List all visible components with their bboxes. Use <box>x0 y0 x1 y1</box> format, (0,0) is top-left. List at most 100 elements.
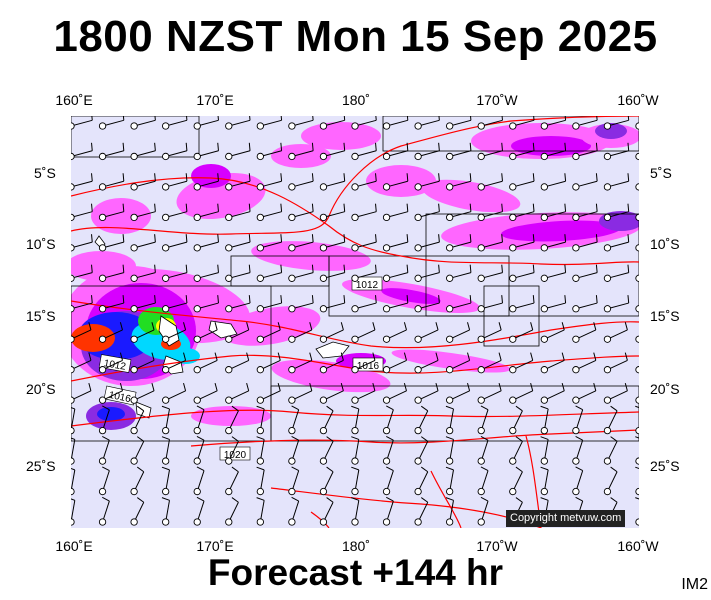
wind-barb <box>414 295 440 313</box>
wind-barb <box>193 295 219 313</box>
wind-barb <box>225 405 239 435</box>
wind-barb <box>256 234 283 252</box>
wind-barb <box>319 264 346 282</box>
wind-barb <box>351 436 360 465</box>
wind-barb <box>446 264 472 282</box>
wind-barb <box>540 234 567 252</box>
wind-barb <box>540 383 565 404</box>
wind-barb <box>319 142 346 161</box>
wind-barb <box>225 466 239 496</box>
lon-label-bottom-170w: 170˚W <box>476 538 518 554</box>
wind-barb <box>477 295 503 313</box>
wind-barb <box>414 142 440 161</box>
lat-label-right-10s: 10˚S <box>650 236 680 252</box>
isobar <box>190 429 639 447</box>
wind-barb <box>288 142 314 161</box>
wind-barb <box>603 203 630 222</box>
wind-barb <box>509 173 535 191</box>
rain-cell <box>501 220 621 242</box>
wind-barb <box>162 383 187 404</box>
image-code: IM2 <box>681 576 708 593</box>
wind-barb <box>130 352 155 374</box>
wind-barb <box>319 436 334 465</box>
wind-barb <box>414 466 429 496</box>
wind-barb <box>445 436 454 465</box>
wind-barb <box>288 466 300 496</box>
wind-barbs <box>71 116 639 526</box>
wind-barb <box>509 295 535 313</box>
wind-barb <box>382 295 409 313</box>
wind-barb <box>71 467 76 496</box>
wind-barb <box>572 466 584 496</box>
wind-barb <box>414 405 429 435</box>
wind-barb <box>635 466 639 496</box>
wind-barb <box>98 234 125 252</box>
lat-label-left-10s: 10˚S <box>26 236 56 252</box>
wind-barb <box>509 142 535 161</box>
wind-barb <box>225 116 251 130</box>
grid-box <box>71 285 272 442</box>
wind-barb <box>351 116 377 130</box>
wind-barb <box>319 322 344 343</box>
wind-barb <box>540 116 567 130</box>
wind-barb <box>572 295 598 313</box>
grid-box <box>230 255 330 287</box>
wind-barb <box>256 352 281 374</box>
wind-barb <box>477 264 503 282</box>
wind-barb <box>162 203 188 222</box>
wind-barb <box>288 173 314 191</box>
wind-barb <box>540 466 549 496</box>
wind-barb <box>382 435 394 465</box>
wind-barb <box>477 435 489 465</box>
wind-barb <box>288 352 313 374</box>
wind-barb <box>351 173 377 191</box>
wind-barb <box>162 234 188 252</box>
wind-barb <box>288 405 300 435</box>
wind-barb <box>445 497 454 526</box>
wind-barb <box>382 496 394 526</box>
wind-barb <box>130 383 155 404</box>
rain-cell <box>511 136 591 156</box>
wind-barb <box>193 383 218 404</box>
wind-barb <box>130 295 156 313</box>
wind-barb <box>509 383 534 404</box>
wind-barb <box>288 116 314 130</box>
wind-barb <box>193 173 219 191</box>
wind-barb <box>414 436 429 465</box>
wind-barb <box>98 203 125 222</box>
wind-barb <box>603 234 630 252</box>
wind-barb <box>635 305 639 313</box>
wind-barb <box>477 234 503 252</box>
wind-barb <box>351 264 377 282</box>
isobars <box>71 116 639 528</box>
weather-map[interactable]: 1012 1012 1016 1016 1020 <box>71 116 639 528</box>
wind-barb <box>193 116 219 130</box>
wind-barb <box>540 203 567 222</box>
wind-barb <box>130 116 156 130</box>
wind-barb <box>603 436 618 465</box>
wind-barb <box>162 352 187 374</box>
wind-barb <box>193 405 205 435</box>
wind-barb <box>162 322 187 343</box>
wind-barb <box>162 116 188 130</box>
wind-barb <box>351 203 377 222</box>
wind-barb <box>414 322 439 343</box>
rain-cell <box>97 407 125 421</box>
wind-barb <box>446 116 472 130</box>
wind-barb <box>477 173 503 191</box>
wind-barb <box>382 173 409 191</box>
wind-barb <box>319 295 346 313</box>
lat-label-right-5s: 5˚S <box>650 165 672 181</box>
wind-barb <box>256 436 265 465</box>
wind-barb <box>540 322 565 343</box>
wind-barb <box>509 405 523 435</box>
wind-barb <box>572 142 598 161</box>
wind-barb <box>319 116 346 130</box>
wind-barb <box>603 295 630 313</box>
wind-barb <box>446 142 472 161</box>
wind-barb <box>193 435 205 465</box>
wind-barb <box>382 352 407 374</box>
wind-barb <box>635 405 639 435</box>
wind-barb <box>130 203 156 222</box>
map-title: 1800 NZST Mon 15 Sep 2025 <box>53 12 658 61</box>
